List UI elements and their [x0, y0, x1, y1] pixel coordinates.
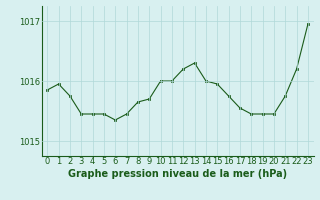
X-axis label: Graphe pression niveau de la mer (hPa): Graphe pression niveau de la mer (hPa): [68, 169, 287, 179]
